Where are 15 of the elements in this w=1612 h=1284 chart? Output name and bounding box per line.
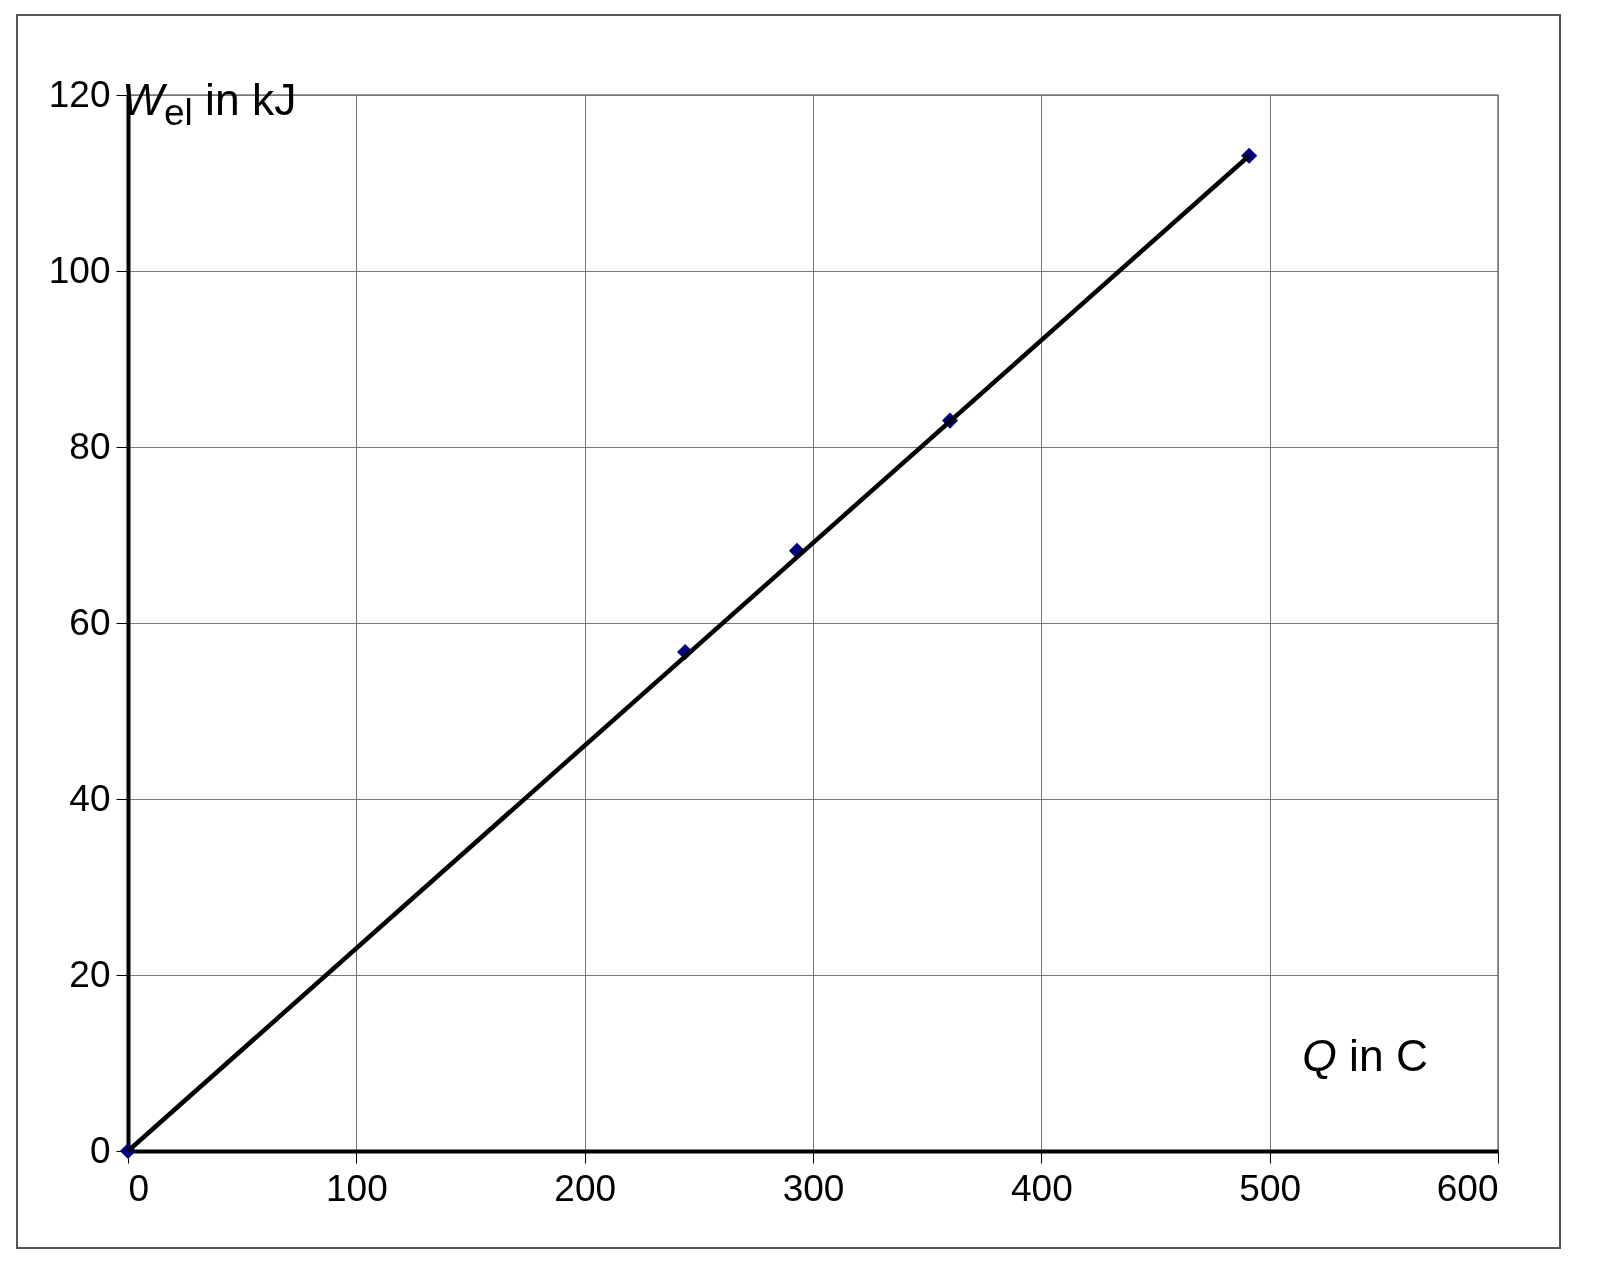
- x-tick-label: 500: [1239, 1167, 1302, 1209]
- y-tick-label: 40: [69, 777, 111, 819]
- x-tick-label: 300: [782, 1167, 845, 1209]
- y-tick-label: 60: [69, 601, 111, 643]
- x-tick-label: 600: [1436, 1167, 1499, 1209]
- x-tick-label: 100: [325, 1167, 388, 1209]
- y-tick-label: 20: [69, 953, 111, 995]
- x-tick-label: 400: [1010, 1167, 1073, 1209]
- x-axis-title: Q in C: [1302, 1031, 1428, 1081]
- y-tick-label: 0: [89, 1129, 111, 1171]
- x-tick-label: 0: [128, 1167, 150, 1209]
- y-tick-label: 100: [48, 249, 111, 291]
- y-tick-label: 80: [69, 425, 111, 467]
- y-tick-label: 120: [48, 73, 111, 115]
- x-tick-label: 200: [554, 1167, 617, 1209]
